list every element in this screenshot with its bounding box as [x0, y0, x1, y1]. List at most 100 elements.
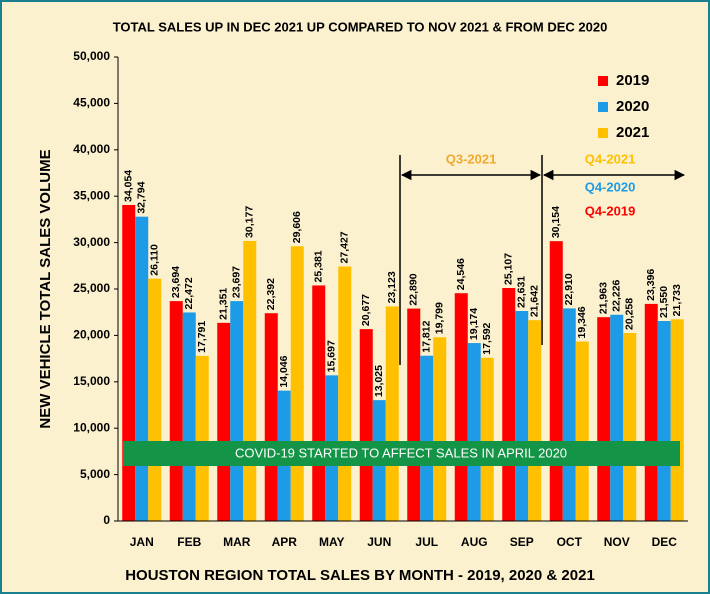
bar [549, 241, 563, 521]
value-label: 21,963 [598, 282, 610, 314]
value-label: 14,046 [278, 355, 290, 387]
value-label: 22,392 [265, 278, 277, 310]
x-tick-label: OCT [557, 535, 583, 549]
value-label: 21,550 [658, 286, 670, 318]
value-label: 30,154 [550, 206, 562, 238]
bar [644, 303, 658, 521]
y-tick-label: 45,000 [73, 96, 110, 110]
value-label: 22,910 [563, 273, 575, 305]
bar [454, 293, 468, 521]
x-tick-label: AUG [461, 535, 488, 549]
covid-banner [123, 441, 680, 466]
bar [407, 308, 421, 521]
bar [217, 322, 231, 521]
value-label: 27,427 [339, 231, 351, 263]
legend-swatch [598, 128, 608, 138]
x-tick-label: MAR [223, 535, 251, 549]
y-tick-label: 5,000 [80, 467, 110, 481]
chart-title: TOTAL SALES UP IN DEC 2021 UP COMPARED T… [113, 19, 608, 34]
annotation: Q4-2021 [585, 151, 636, 166]
value-label: 24,546 [455, 258, 467, 290]
plot: 0 5,000 10,000 15,000 20,000 25,000 30,000 35,0… [73, 49, 688, 549]
value-label: 17,592 [481, 322, 493, 354]
value-label: 21,642 [529, 285, 541, 317]
bar [312, 285, 326, 521]
bar [182, 312, 196, 521]
bar [433, 337, 447, 521]
value-label: 19,174 [468, 308, 480, 340]
value-label: 29,606 [291, 211, 303, 243]
bar [467, 343, 481, 521]
value-label: 23,697 [231, 266, 243, 298]
y-tick-label: 25,000 [73, 281, 110, 295]
x-tick-label: APR [272, 535, 298, 549]
x-tick-label: JUL [415, 535, 438, 549]
value-label: 23,694 [170, 266, 182, 298]
annotation: Q3-2021 [446, 151, 497, 166]
value-label: 22,631 [516, 276, 528, 308]
x-tick-label: SEP [510, 535, 534, 549]
annotation: Q4-2019 [585, 203, 636, 218]
value-label: 17,791 [196, 321, 208, 353]
value-label: 20,258 [624, 298, 636, 330]
x-tick-label: NOV [604, 535, 630, 549]
bar [562, 308, 576, 521]
value-label: 13,025 [373, 365, 385, 397]
value-label: 30,177 [244, 206, 256, 238]
x-tick-label: JUN [367, 535, 391, 549]
value-label: 20,677 [360, 294, 372, 326]
value-label: 23,123 [386, 271, 398, 303]
y-tick-label: 40,000 [73, 142, 110, 156]
value-label: 25,107 [503, 253, 515, 285]
y-tick-label: 0 [103, 513, 110, 527]
value-label: 23,396 [645, 269, 657, 301]
y-tick-label: 35,000 [73, 188, 110, 202]
bar [169, 301, 183, 521]
bar [657, 321, 671, 521]
annotation: Q4-2020 [585, 179, 636, 194]
x-axis-title: HOUSTON REGION TOTAL SALES BY MONTH - 20… [125, 567, 595, 584]
x-tick-label: JAN [130, 535, 154, 549]
bar [135, 216, 149, 521]
bar [264, 313, 278, 521]
value-label: 21,733 [671, 284, 683, 316]
bar [290, 246, 304, 521]
x-tick-label: MAY [319, 535, 345, 549]
bar [148, 278, 162, 521]
legend-swatch [598, 76, 608, 86]
label-bg [582, 152, 638, 168]
value-label: 19,799 [434, 302, 446, 334]
y-tick-label: 50,000 [73, 49, 110, 63]
bar [610, 314, 624, 521]
value-label: 15,697 [326, 340, 338, 372]
value-label: 26,110 [149, 244, 161, 276]
value-label: 32,794 [136, 181, 148, 213]
bar [597, 317, 611, 521]
y-tick-label: 30,000 [73, 235, 110, 249]
bar [420, 355, 434, 521]
bar [122, 204, 136, 521]
value-label: 22,890 [408, 273, 420, 305]
bar [230, 301, 244, 521]
y-tick-label: 10,000 [73, 420, 110, 434]
bar [670, 319, 684, 521]
value-label: 22,472 [183, 277, 195, 309]
bar [338, 266, 352, 521]
legend-label: 2020 [616, 98, 649, 115]
bar [195, 355, 209, 521]
value-label: 19,346 [576, 306, 588, 338]
bar [359, 329, 373, 521]
annotation: COVID-19 STARTED TO AFFECT SALES IN APRI… [235, 445, 567, 460]
bar [502, 288, 516, 521]
bar [480, 357, 494, 521]
bar [385, 306, 399, 521]
bar [243, 240, 257, 521]
x-tick-label: FEB [177, 535, 201, 549]
y-tick-label: 15,000 [73, 374, 110, 388]
bar [623, 333, 637, 521]
value-label: 25,381 [313, 250, 325, 282]
bar [575, 341, 589, 521]
legend-swatch [598, 102, 608, 112]
value-label: 34,054 [123, 170, 135, 202]
